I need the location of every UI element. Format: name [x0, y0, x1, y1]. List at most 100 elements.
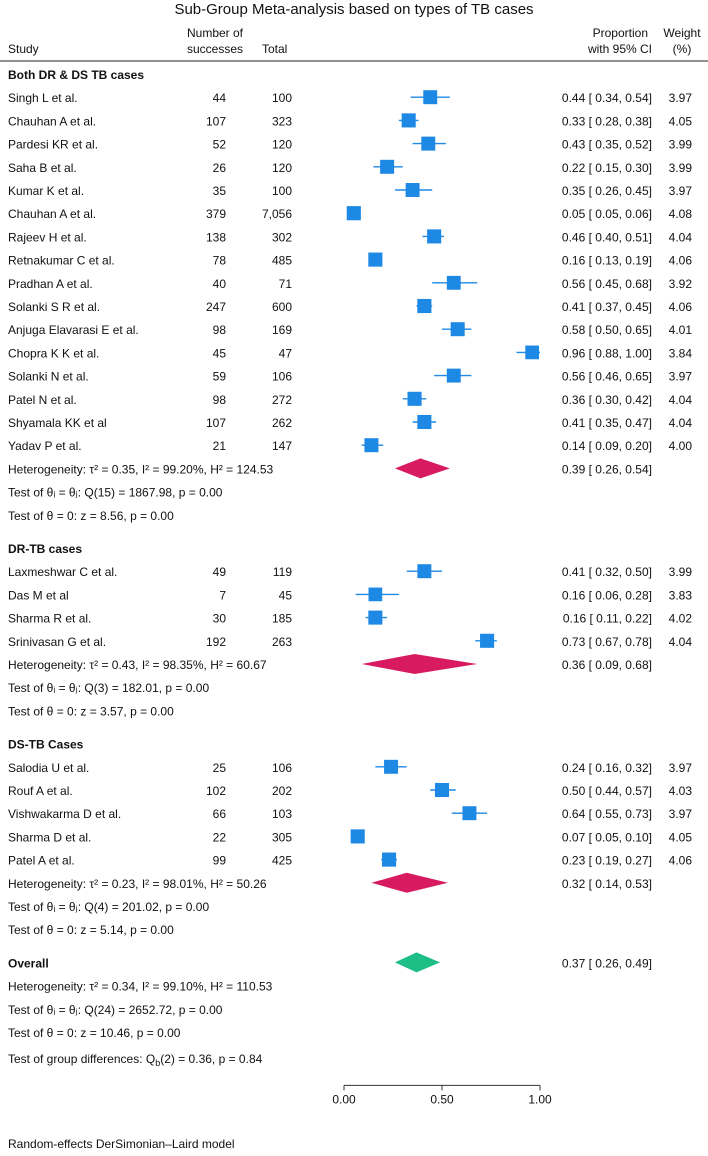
successes-value: 52 — [213, 138, 227, 152]
study-marker — [417, 414, 432, 430]
study-marker — [384, 759, 399, 774]
successes-value: 98 — [213, 393, 227, 407]
study-marker — [364, 438, 379, 453]
successes-value: 138 — [206, 230, 226, 244]
proportion-ci-text: 0.41 [ 0.32, 0.50] — [562, 565, 652, 579]
study-name: Chopra K K et al. — [8, 346, 99, 360]
total-value: 71 — [279, 277, 293, 291]
proportion-ci-text: 0.44 [ 0.34, 0.54] — [562, 91, 652, 105]
total-value: 103 — [272, 807, 292, 821]
proportion-ci-text: 0.56 [ 0.46, 0.65] — [562, 370, 652, 384]
study-name: Kumar K et al. — [8, 184, 84, 198]
weight-value: 3.99 — [669, 138, 693, 152]
total-value: 45 — [279, 588, 293, 602]
successes-value: 78 — [213, 254, 227, 268]
study-name: Solanki N et al. — [8, 370, 89, 384]
proportion-ci-text: 0.46 [ 0.40, 0.51] — [562, 230, 652, 244]
weight-value: 4.08 — [669, 207, 693, 221]
study-marker — [423, 90, 438, 105]
weight-value: 3.84 — [669, 346, 693, 360]
successes-value: 247 — [206, 300, 226, 314]
proportion-ci-text: 0.16 [ 0.06, 0.28] — [562, 588, 652, 602]
proportion-ci-text: 0.24 [ 0.16, 0.32] — [562, 761, 652, 775]
study-name: Patel N et al. — [8, 393, 77, 407]
weight-value: 4.02 — [669, 612, 693, 626]
study-marker — [380, 159, 395, 174]
study-header: Study — [8, 42, 39, 56]
successes-header-line1: Number of — [187, 26, 244, 40]
model-footnote: Random-effects DerSimonian–Laird model — [8, 1137, 235, 1151]
proportion-ci-text: 0.41 [ 0.35, 0.47] — [562, 416, 652, 430]
effect-test: Test of θ = 0: z = 3.57, p = 0.00 — [8, 704, 174, 718]
weight-value: 4.03 — [669, 784, 693, 798]
total-value: 120 — [272, 161, 292, 175]
weight-value: 4.06 — [669, 254, 693, 268]
weight-value: 4.04 — [669, 635, 693, 649]
weight-value: 3.97 — [669, 761, 693, 775]
study-marker — [450, 322, 465, 337]
study-name: Rajeev H et al. — [8, 230, 87, 244]
successes-value: 7 — [219, 588, 226, 602]
proportion-ci-text: 0.22 [ 0.15, 0.30] — [562, 161, 652, 175]
successes-value: 25 — [213, 761, 227, 775]
weight-value: 4.04 — [669, 230, 693, 244]
successes-value: 44 — [213, 91, 227, 105]
effect-test: Test of θ = 0: z = 5.14, p = 0.00 — [8, 923, 174, 937]
overall-effect-test: Test of θ = 0: z = 10.46, p = 0.00 — [8, 1026, 181, 1040]
weight-value: 4.01 — [669, 323, 693, 337]
study-name: Shyamala KK et al — [8, 416, 107, 430]
study-name: Sharma R et al. — [8, 612, 91, 626]
proportion-ci-text: 0.07 [ 0.05, 0.10] — [562, 830, 652, 844]
study-name: Salodia U et al. — [8, 761, 89, 775]
total-value: 7,056 — [262, 207, 292, 221]
total-header: Total — [262, 42, 287, 56]
proportion-ci-text: 0.50 [ 0.44, 0.57] — [562, 784, 652, 798]
weight-header-line1: Weight — [663, 26, 701, 40]
study-marker — [417, 298, 432, 314]
successes-value: 40 — [213, 277, 227, 291]
study-name: Yadav P et al. — [8, 439, 82, 453]
overall-homogeneity-test: Test of θᵢ = θⱼ: Q(24) = 2652.72, p = 0.… — [8, 1003, 223, 1017]
study-name: Pardesi KR et al. — [8, 138, 98, 152]
study-name: Retnakumar C et al. — [8, 254, 115, 268]
homogeneity-test: Test of θᵢ = θⱼ: Q(3) = 182.01, p = 0.00 — [8, 681, 209, 695]
study-marker — [407, 391, 422, 406]
study-name: Sharma D et al. — [8, 830, 91, 844]
study-name: Chauhan A et al. — [8, 114, 96, 128]
successes-value: 59 — [213, 370, 227, 384]
study-marker — [417, 564, 432, 579]
study-name: Solanki S R et al. — [8, 300, 100, 314]
successes-value: 35 — [213, 184, 227, 198]
x-axis-tick-label: 1.00 — [528, 1092, 552, 1106]
weight-value: 3.92 — [669, 277, 693, 291]
weight-value: 3.97 — [669, 184, 693, 198]
proportion-ci-text: 0.16 [ 0.13, 0.19] — [562, 254, 652, 268]
study-marker — [382, 852, 397, 867]
successes-value: 66 — [213, 807, 227, 821]
total-value: 302 — [272, 230, 292, 244]
total-value: 147 — [272, 439, 292, 453]
proportion-ci-text: 0.58 [ 0.50, 0.65] — [562, 323, 652, 337]
successes-value: 102 — [206, 784, 226, 798]
weight-value: 3.97 — [669, 91, 693, 105]
total-value: 185 — [272, 612, 292, 626]
weight-value: 3.99 — [669, 565, 693, 579]
weight-value: 3.97 — [669, 807, 693, 821]
x-axis-tick-label: 0.50 — [430, 1092, 454, 1106]
total-value: 323 — [272, 114, 292, 128]
study-name: Patel A et al. — [8, 854, 75, 868]
heterogeneity-text: Heterogeneity: τ² = 0.43, I² = 98.35%, H… — [8, 658, 267, 672]
study-marker — [446, 275, 461, 290]
study-marker — [434, 782, 450, 798]
total-value: 263 — [272, 635, 292, 649]
homogeneity-test: Test of θᵢ = θⱼ: Q(15) = 1867.98, p = 0.… — [8, 486, 223, 500]
proportion-ci-text: 0.14 [ 0.09, 0.20] — [562, 439, 652, 453]
subgroup-heading: Both DR & DS TB cases — [8, 68, 144, 82]
weight-value: 3.83 — [669, 588, 693, 602]
subgroup-ci-text: 0.39 [ 0.26, 0.54] — [562, 462, 652, 476]
weight-value: 4.06 — [669, 854, 693, 868]
successes-value: 99 — [213, 854, 227, 868]
successes-value: 21 — [213, 439, 227, 453]
total-value: 202 — [272, 784, 292, 798]
